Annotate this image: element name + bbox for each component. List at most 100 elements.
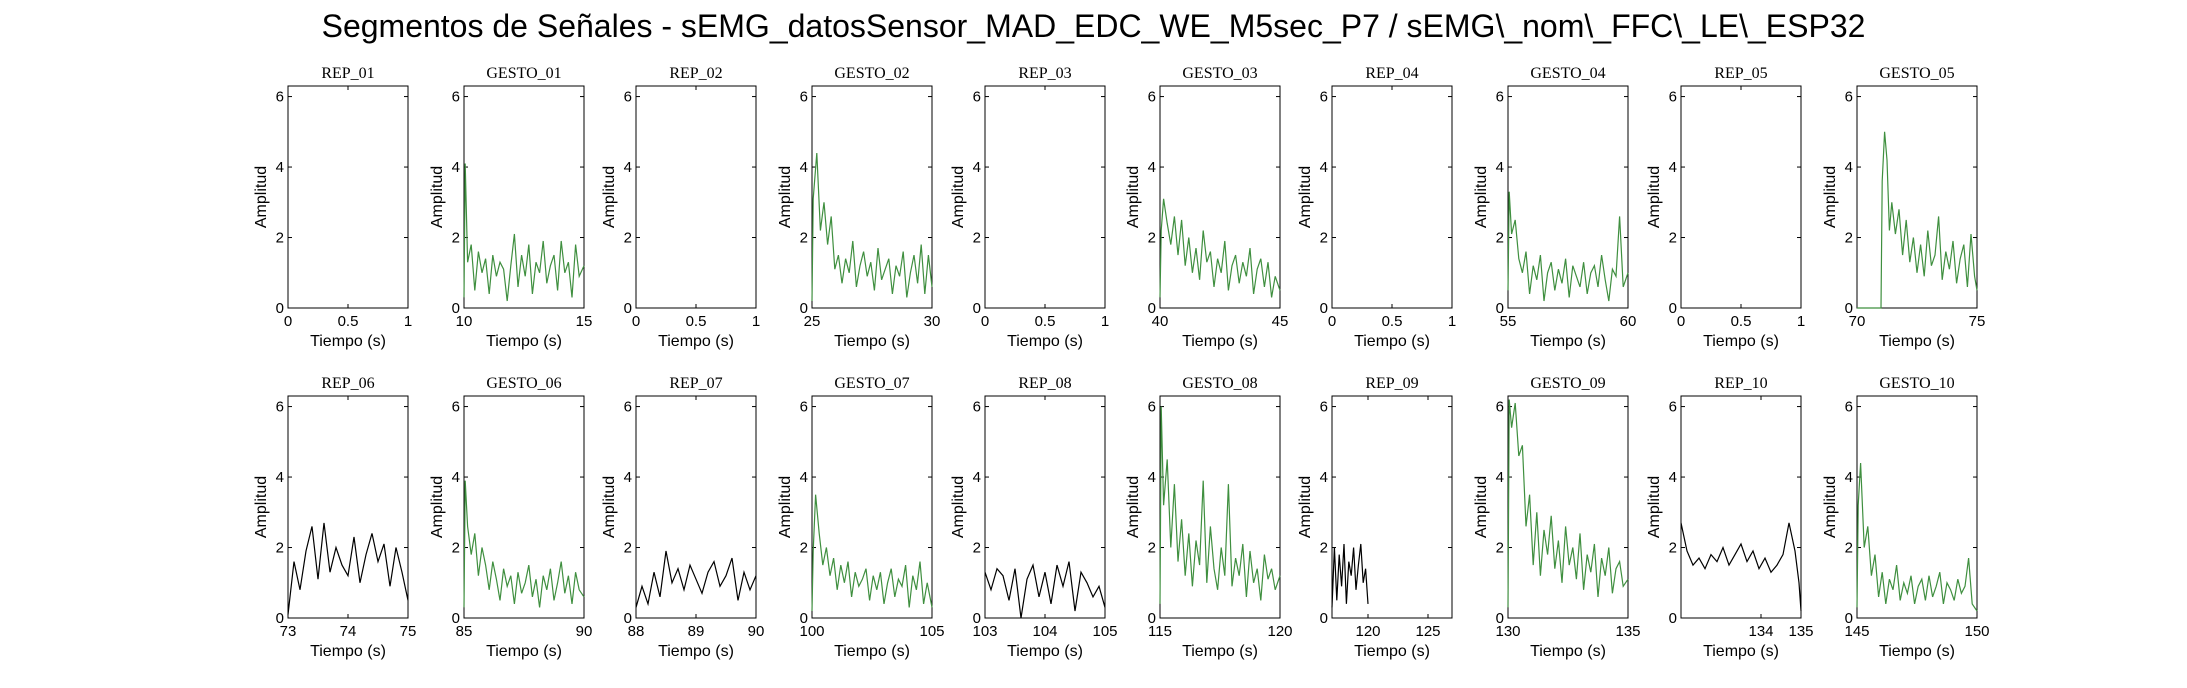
- y-tick-label: 6: [800, 89, 808, 106]
- subplot-gesto-07: 0 2 4 6 100 105 GESTO_07 Tiempo (s) Amplitud: [777, 375, 945, 660]
- y-tick-label: 2: [276, 230, 284, 247]
- x-tick-label: 150: [1964, 623, 1989, 640]
- subplot-gesto-08: 0 2 4 6 115 120 GESTO_08 Tiempo (s) Amplitud: [1125, 375, 1293, 660]
- subplot-title: REP_05: [1714, 65, 1767, 82]
- series-line: [1857, 131, 1978, 309]
- y-tick-label: 2: [1148, 540, 1156, 557]
- x-tick-label: 120: [1267, 623, 1292, 640]
- y-tick-label: 4: [452, 159, 460, 176]
- y-tick-label: 2: [624, 540, 632, 557]
- subplot-title: GESTO_02: [834, 65, 909, 82]
- y-tick-label: 4: [800, 159, 808, 176]
- y-tick-label: 0: [1669, 300, 1677, 317]
- series-line: [1856, 462, 1978, 612]
- y-axis-label: Amplitud: [777, 476, 794, 538]
- x-axis-label: Tiempo (s): [1879, 643, 1955, 660]
- y-axis-label: Amplitud: [429, 166, 446, 228]
- y-tick-label: 0: [452, 610, 460, 627]
- subplot-title: GESTO_03: [1182, 65, 1257, 82]
- series-line: [1159, 198, 1281, 298]
- y-tick-label: 2: [973, 230, 981, 247]
- series-line: [984, 561, 1106, 619]
- y-tick-label: 2: [1845, 540, 1853, 557]
- x-tick-label: 0.5: [1731, 313, 1752, 330]
- y-tick-label: 4: [973, 159, 981, 176]
- x-tick-label: 0: [1677, 313, 1685, 330]
- y-tick-label: 2: [452, 230, 460, 247]
- x-tick-label: 1: [752, 313, 760, 330]
- series-line: [463, 163, 585, 302]
- x-tick-label: 105: [1092, 623, 1117, 640]
- x-axis-label: Tiempo (s): [658, 643, 734, 660]
- x-tick-label: 120: [1355, 623, 1380, 640]
- x-axis-label: Tiempo (s): [1703, 333, 1779, 350]
- y-tick-label: 0: [800, 300, 808, 317]
- axes-box: [1159, 85, 1281, 309]
- y-tick-label: 6: [973, 89, 981, 106]
- x-axis-label: Tiempo (s): [1182, 333, 1258, 350]
- y-tick-label: 0: [624, 300, 632, 317]
- x-tick-label: 75: [1969, 313, 1986, 330]
- y-axis-label: Amplitud: [1646, 166, 1663, 228]
- y-tick-label: 6: [1496, 399, 1504, 416]
- subplot-gesto-01: 0 2 4 6 10 15 GESTO_01 Tiempo (s) Amplitud: [429, 65, 592, 350]
- y-tick-label: 4: [624, 469, 632, 486]
- y-tick-label: 2: [800, 230, 808, 247]
- subplot-gesto-02: 0 2 4 6 25 30 GESTO_02 Tiempo (s) Amplitud: [777, 65, 940, 350]
- axes-box: [984, 85, 1106, 309]
- x-tick-label: 0.5: [1382, 313, 1403, 330]
- axes-box: [635, 395, 757, 619]
- x-axis-label: Tiempo (s): [1354, 643, 1430, 660]
- subplot-rep-06: 0 2 4 6 73 74 75 REP_06 Tiempo (s) Amplitud: [253, 375, 416, 660]
- y-tick-label: 6: [1845, 399, 1853, 416]
- subplot-gesto-09: 0 2 4 6 130 135 GESTO_09 Tiempo (s) Amplitud: [1473, 375, 1641, 660]
- y-tick-label: 2: [276, 540, 284, 557]
- subplot-rep-03: 0 2 4 6 0 0.5 1 REP_03 Tiempo (s) Amplitud: [950, 65, 1109, 350]
- axes-box: [1507, 395, 1629, 619]
- x-tick-label: 0: [632, 313, 640, 330]
- y-tick-label: 4: [276, 159, 284, 176]
- x-axis-label: Tiempo (s): [834, 333, 910, 350]
- axes-box: [811, 395, 933, 619]
- y-tick-label: 4: [800, 469, 808, 486]
- y-tick-label: 2: [1845, 230, 1853, 247]
- x-tick-label: 125: [1415, 623, 1440, 640]
- x-tick-label: 145: [1844, 623, 1869, 640]
- y-axis-label: Amplitud: [601, 476, 618, 538]
- y-tick-label: 0: [276, 610, 284, 627]
- y-tick-label: 6: [1496, 89, 1504, 106]
- y-tick-label: 6: [276, 89, 284, 106]
- x-axis-label: Tiempo (s): [486, 333, 562, 350]
- y-tick-label: 4: [1845, 159, 1853, 176]
- figure-title: Segmentos de Señales - sEMG_datosSensor_…: [321, 8, 1866, 44]
- axes-box: [1331, 395, 1453, 619]
- axes-box: [1856, 85, 1978, 309]
- x-axis-label: Tiempo (s): [658, 333, 734, 350]
- axes-box: [463, 395, 585, 619]
- x-tick-label: 0.5: [686, 313, 707, 330]
- y-tick-label: 6: [800, 399, 808, 416]
- x-tick-label: 55: [1500, 313, 1517, 330]
- y-axis-label: Amplitud: [429, 476, 446, 538]
- axes-box: [1507, 85, 1629, 309]
- y-tick-label: 2: [1320, 230, 1328, 247]
- y-tick-label: 0: [973, 300, 981, 317]
- y-tick-label: 6: [452, 89, 460, 106]
- x-tick-label: 104: [1032, 623, 1057, 640]
- subplot-rep-07: 0 2 4 6 88 89 90 REP_07 Tiempo (s) Amplitud: [601, 375, 764, 660]
- subplot-title: REP_01: [321, 65, 374, 82]
- y-tick-label: 2: [1496, 230, 1504, 247]
- series-line: [287, 522, 409, 615]
- y-tick-label: 6: [452, 399, 460, 416]
- subplot-rep-01: 0 2 4 6 0 0.5 1 REP_01 Tiempo (s) Amplitud: [253, 65, 412, 350]
- y-tick-label: 4: [624, 159, 632, 176]
- subplot-gesto-10: 0 2 4 6 145 150 GESTO_10 Tiempo (s) Amplitud: [1822, 375, 1990, 660]
- subplot-rep-08: 0 2 4 6 103 104 105 REP_08 Tiempo (s) Amplitud: [950, 375, 1118, 660]
- y-axis-label: Amplitud: [1822, 476, 1839, 538]
- series-line: [811, 152, 933, 302]
- x-tick-label: 45: [1272, 313, 1289, 330]
- x-axis-label: Tiempo (s): [1879, 333, 1955, 350]
- x-tick-label: 0: [981, 313, 989, 330]
- y-tick-label: 2: [452, 540, 460, 557]
